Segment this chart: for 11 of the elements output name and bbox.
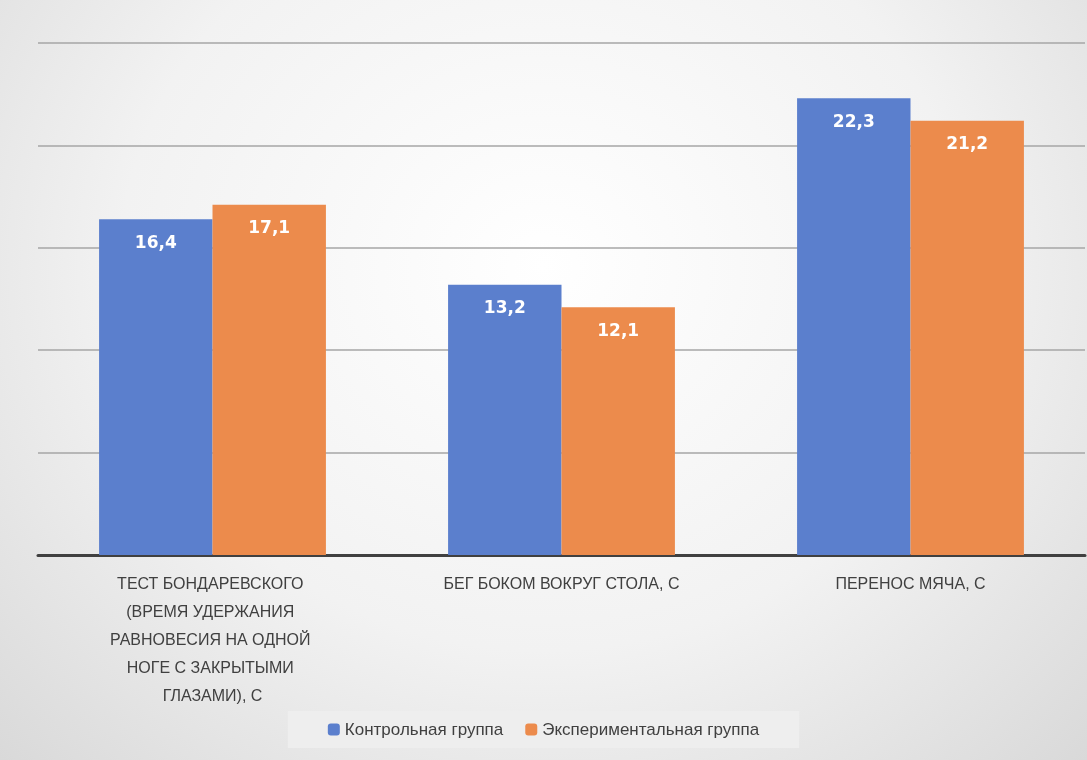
data-label: 22,3	[832, 110, 875, 131]
legend-label: Контрольная группа	[344, 720, 504, 739]
x-tick-label: ПЕРЕНОС МЯЧА, С	[835, 574, 986, 592]
legend-label: Экспериментальная группа	[542, 720, 760, 739]
data-label: 16,4	[134, 231, 177, 252]
x-tick-label: ТЕСТ БОНДАРЕВСКОГО (ВРЕМЯ УДЕРЖАНИЯ РАВНОВЕСИЯ НА ОДНОЙ НОГЕ С ЗАКРЫТЫМИ ГЛАЗАМИ), С	[110, 574, 315, 704]
data-label: 21,2	[946, 133, 989, 154]
x-tick-label: БЕГ БОКОМ ВОКРУГ СТОЛА, С	[443, 574, 680, 592]
data-label: 12,1	[597, 319, 640, 340]
data-label: 13,2	[483, 297, 526, 318]
data-label: 17,1	[248, 217, 291, 238]
